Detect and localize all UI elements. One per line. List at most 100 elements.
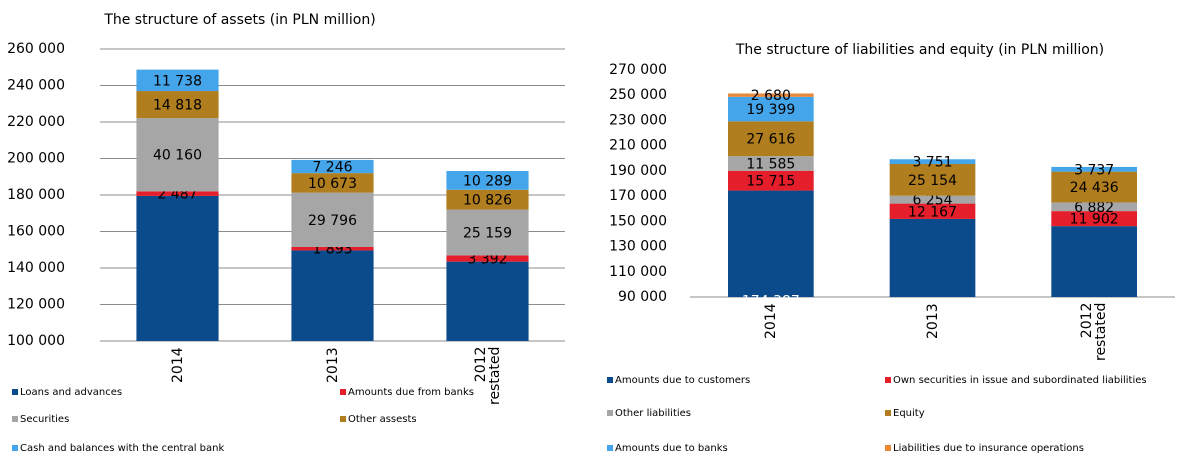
legend-label: Securities [20,414,69,425]
x-tick-label: 2014 [762,303,779,339]
x-tick-label: 2014 [169,347,186,383]
legend-label: Loans and advances [20,387,122,398]
legend-marker [607,410,613,416]
bar-segment [889,195,976,204]
legend-label: Liabilities due to insurance operations [893,443,1084,454]
value-label: 25 159 [463,225,512,241]
x-tick-label: 2013 [924,303,941,339]
bar-segment [291,192,374,247]
y-tick-label: 190 000 [609,163,667,179]
y-tick-label: 90 000 [618,289,667,305]
bar-segment [136,118,219,192]
value-label: 151 904 [904,308,962,324]
bar-segment [1051,226,1138,297]
bar-segment [136,191,219,196]
bar-segment [446,209,529,256]
y-tick-label: 130 000 [609,239,667,255]
bar-segment [1051,166,1138,172]
bar-segment [1051,211,1138,227]
bar-segment [727,190,814,297]
value-label: 11 738 [153,73,202,89]
value-label: 25 154 [908,173,957,189]
value-label: 6 882 [1074,200,1114,216]
y-tick-label: 230 000 [609,112,667,128]
legend-label: Amounts due from banks [348,387,474,398]
value-label: 7 246 [312,160,352,176]
value-label: 3 737 [1074,162,1114,178]
chart-title: The structure of assets (in PLN million) [103,12,375,28]
legend-marker [885,377,891,383]
bar-segment [727,156,814,171]
bar-segment [291,246,374,251]
x-tick-label: 2012 restated [1079,302,1110,361]
bar-segment [889,159,976,164]
value-label: 3 392 [467,252,507,268]
x-tick-label: 2013 [324,347,341,383]
bar-segment [446,261,529,341]
value-label: 10 289 [463,173,512,189]
legend-marker [340,416,346,422]
bar-segment [889,218,976,297]
value-label: 29 796 [308,213,357,229]
value-label: 149 623 [304,380,362,396]
legend-marker [340,389,346,395]
legend-label: Amounts due to banks [615,443,728,454]
legend-marker [885,445,891,451]
bar-segment [291,250,374,341]
value-label: 40 160 [153,148,202,164]
y-tick-label: 200 000 [7,151,65,167]
y-tick-label: 250 000 [609,87,667,103]
value-label: 12 167 [908,204,957,220]
value-label: 27 616 [746,132,795,148]
value-label: 179 497 [149,353,207,369]
value-label: 14 818 [153,98,202,114]
legend-label: Other assests [348,414,417,425]
bar-segment [136,195,219,341]
y-tick-label: 260 000 [7,41,65,57]
value-label: 15 715 [746,174,795,190]
value-label: 19 399 [746,102,795,118]
legend-label: Cash and balances with the central bank [20,443,224,454]
value-label: 6 254 [912,193,952,209]
y-tick-label: 210 000 [609,138,667,154]
legend-marker [607,377,613,383]
legend-marker [885,410,891,416]
bar-segment [291,173,374,193]
bar-segment [727,93,814,97]
value-label: 2 680 [751,88,791,104]
legend-marker [607,445,613,451]
y-tick-label: 100 000 [7,333,65,349]
y-tick-label: 160 000 [7,224,65,240]
bar-segment [727,96,814,122]
bar-segment [446,189,529,210]
value-label: 11 902 [1070,212,1119,228]
value-label: 24 436 [1070,180,1119,196]
y-tick-label: 240 000 [7,78,65,94]
bar-segment [889,163,976,196]
y-tick-label: 220 000 [7,114,65,130]
bar-segment [446,171,529,190]
legend-marker [12,389,18,395]
value-label: 174 387 [742,294,800,310]
legend-marker [12,416,18,422]
bar-segment [727,170,814,191]
bar-segment [1051,202,1138,212]
value-label: 143 483 [459,386,517,402]
y-tick-label: 270 000 [609,62,667,78]
y-tick-label: 120 000 [7,297,65,313]
y-tick-label: 110 000 [609,264,667,280]
bar-segment [136,91,219,119]
y-tick-label: 170 000 [609,188,667,204]
value-label: 146 194 [1065,311,1123,327]
bar-segment [291,159,374,174]
legend-label: Equity [893,408,925,419]
chart-title: The structure of liabilities and equity … [735,42,1104,58]
bar-segment [889,203,976,219]
bar-segment [446,255,529,262]
value-label: 10 826 [463,193,512,209]
value-label: 10 673 [308,176,357,192]
bar-segment [727,121,814,157]
legend-marker [12,445,18,451]
